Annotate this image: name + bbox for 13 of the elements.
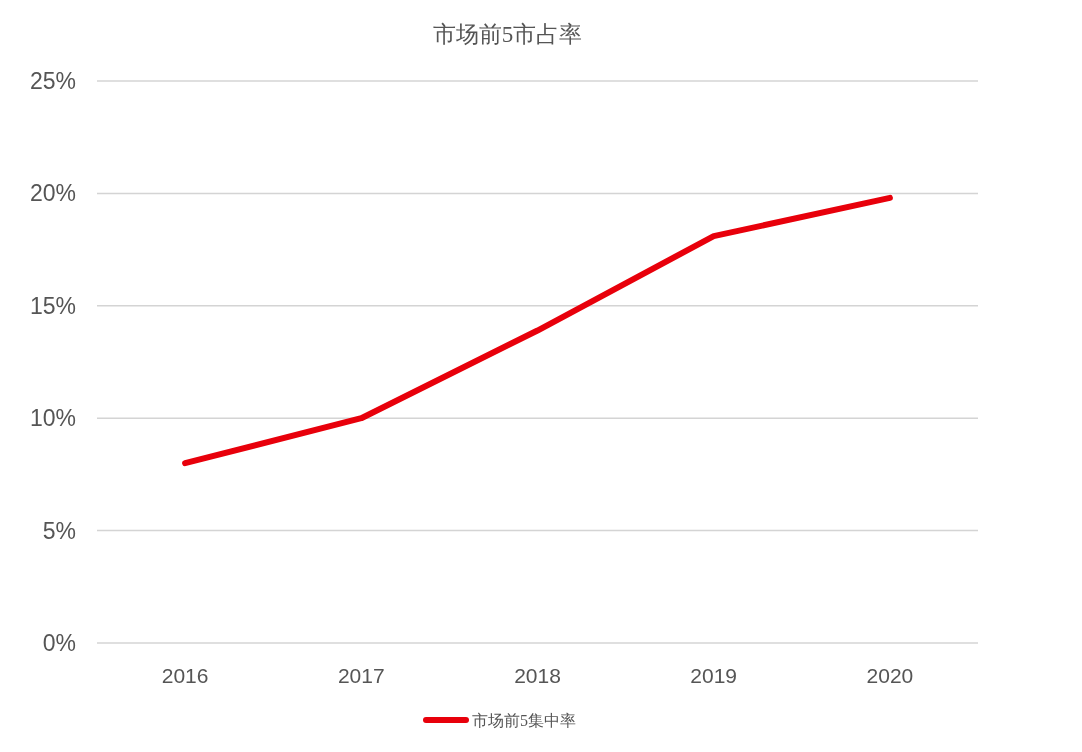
y-tick-label: 20% bbox=[29, 180, 76, 207]
y-tick-label: 15% bbox=[29, 292, 76, 319]
x-tick-label: 2018 bbox=[514, 664, 561, 687]
x-tick-label: 2020 bbox=[866, 664, 914, 687]
y-tick-label: 5% bbox=[42, 517, 76, 544]
y-tick-label: 0% bbox=[42, 630, 76, 657]
y-tick-label: 25% bbox=[29, 68, 76, 95]
x-tick-label: 2019 bbox=[690, 664, 738, 687]
y-tick-label: 10% bbox=[29, 405, 76, 432]
legend-label: 市场前5集中率 bbox=[472, 711, 576, 729]
x-tick-label: 2016 bbox=[161, 664, 209, 687]
x-tick-label: 2017 bbox=[337, 664, 385, 687]
chart-title: 市场前5市占率 bbox=[432, 22, 583, 47]
